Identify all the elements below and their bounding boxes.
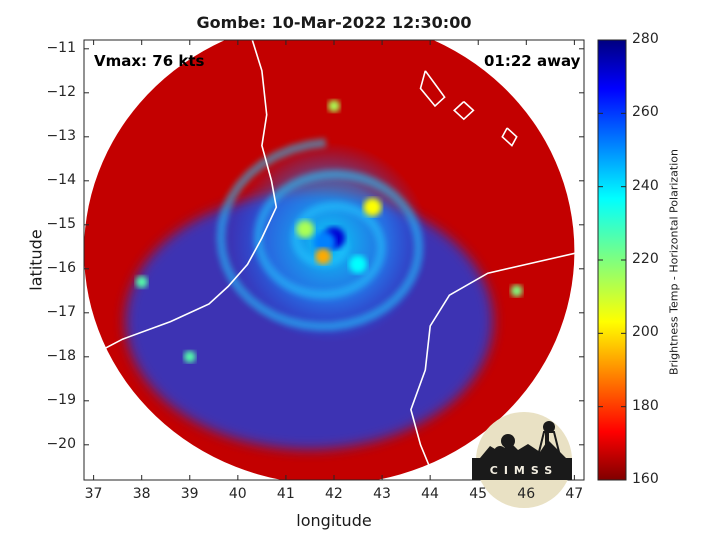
x-tick-label: 43: [373, 486, 391, 502]
x-tick-label: 45: [469, 486, 488, 502]
coastline-segment-0: [88, 40, 278, 358]
y-tick-label: −11: [46, 39, 76, 56]
cimss-logo-text: CIMSS: [489, 464, 559, 477]
y-axis-label: latitude: [26, 229, 46, 291]
x-tick-label: 41: [276, 486, 295, 502]
coastline-segment-2: [419, 70, 446, 108]
spiral-rainband: [216, 138, 424, 331]
colorbar-label: Brightness Temp - Horizontal Polarizatio…: [667, 149, 681, 375]
y-tick-label: −20: [46, 435, 76, 452]
coastline-segment-1: [410, 250, 584, 480]
y-tick-label: −13: [46, 127, 76, 144]
feature-rainband-4: [363, 198, 382, 217]
colorbar-tick-label: 160: [632, 471, 659, 487]
colorbar-tick-label: 220: [632, 251, 659, 267]
feature-convection-5: [135, 276, 148, 288]
colorbar-tick-label: 200: [632, 324, 659, 341]
brightness-temp-swath: [84, 40, 575, 480]
feature-eyewall-1: [313, 231, 336, 254]
time-away-annotation: 01:22 away: [484, 52, 581, 70]
colorbar-tick-label: 260: [632, 104, 659, 121]
feature-rainband-2: [349, 255, 368, 274]
x-tick-label: 44: [421, 486, 439, 502]
x-tick-label: 38: [132, 486, 151, 502]
y-tick-label: −19: [46, 391, 76, 408]
y-tick-label: −17: [46, 303, 76, 320]
storm-eye: [315, 248, 332, 265]
y-tick-label: −12: [46, 83, 76, 100]
colorbar-tick-label: 240: [632, 177, 659, 194]
coastline-segment-4: [501, 127, 518, 147]
colorbar-tick-label: 180: [632, 397, 659, 414]
x-axis-label: longitude: [296, 511, 372, 530]
colorbar-tick-label: 280: [632, 31, 659, 47]
feature-rainband-3: [296, 220, 315, 239]
y-tick-label: −18: [46, 347, 76, 364]
vmax-annotation: Vmax: 76 kts: [94, 52, 205, 70]
feature-convection-6: [183, 350, 196, 363]
y-tick-label: −15: [46, 215, 76, 232]
map-title: Gombe: 10-Mar-2022 12:30:00: [196, 13, 472, 32]
cimss-logo: [472, 412, 572, 508]
x-tick-label: 37: [84, 486, 103, 502]
y-tick-label: −16: [46, 259, 76, 276]
feature-convection-8: [328, 100, 340, 112]
x-tick-label: 40: [228, 486, 247, 502]
x-tick-label: 47: [565, 486, 584, 502]
coastline: [88, 40, 584, 480]
axis-ticks: [84, 40, 584, 480]
x-tick-label: 39: [180, 486, 199, 502]
y-tick-label: −14: [46, 171, 76, 188]
colorbar-ticks: [598, 39, 626, 481]
feature-convection-7: [510, 284, 523, 297]
x-tick-label: 42: [325, 486, 343, 502]
x-tick-label: 46: [517, 486, 536, 502]
coastline-segment-3: [453, 101, 475, 121]
